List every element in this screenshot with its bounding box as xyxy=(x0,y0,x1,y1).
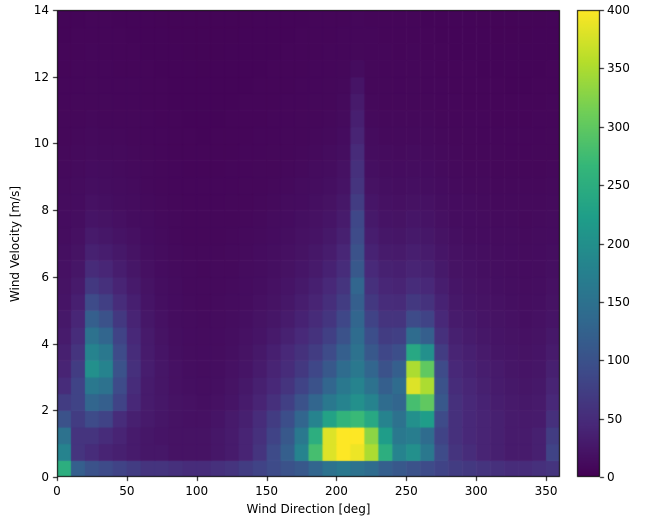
x-tick-label: 350 xyxy=(534,484,558,498)
x-tick-label: 100 xyxy=(185,484,209,498)
x-tick-label: 150 xyxy=(255,484,279,498)
colorbar-tick-label: 100 xyxy=(607,353,630,368)
colorbar-tick-label: 200 xyxy=(607,236,630,251)
x-tick-label: 0 xyxy=(53,484,61,498)
x-tick-label: 300 xyxy=(464,484,488,498)
colorbar-tick-label: 400 xyxy=(607,3,630,17)
x-tick-label: 250 xyxy=(394,484,418,498)
y-tick-label: 10 xyxy=(33,136,49,151)
y-tick-label: 4 xyxy=(41,336,49,351)
colorbar-tick-label: 350 xyxy=(607,61,630,76)
colorbar-tick-label: 300 xyxy=(607,119,630,134)
y-tick-label: 14 xyxy=(33,3,49,17)
y-axis-label: Wind Velocity [m/s] xyxy=(8,185,22,302)
colorbar-tick-label: 150 xyxy=(607,294,630,309)
y-tick-label: 2 xyxy=(41,403,49,418)
y-tick-label: 0 xyxy=(41,470,49,484)
x-axis-label: Wind Direction [deg] xyxy=(246,502,371,516)
colorbar-tick-label: 250 xyxy=(607,178,630,193)
x-tick-label: 50 xyxy=(119,484,135,498)
y-tick-label: 12 xyxy=(33,69,49,84)
x-tick-label: 200 xyxy=(324,484,348,498)
y-tick-label: 6 xyxy=(41,269,49,284)
y-tick-label: 8 xyxy=(41,203,49,218)
colorbar-tick-label: 50 xyxy=(607,411,623,426)
colorbar-tick-label: 0 xyxy=(607,470,615,484)
